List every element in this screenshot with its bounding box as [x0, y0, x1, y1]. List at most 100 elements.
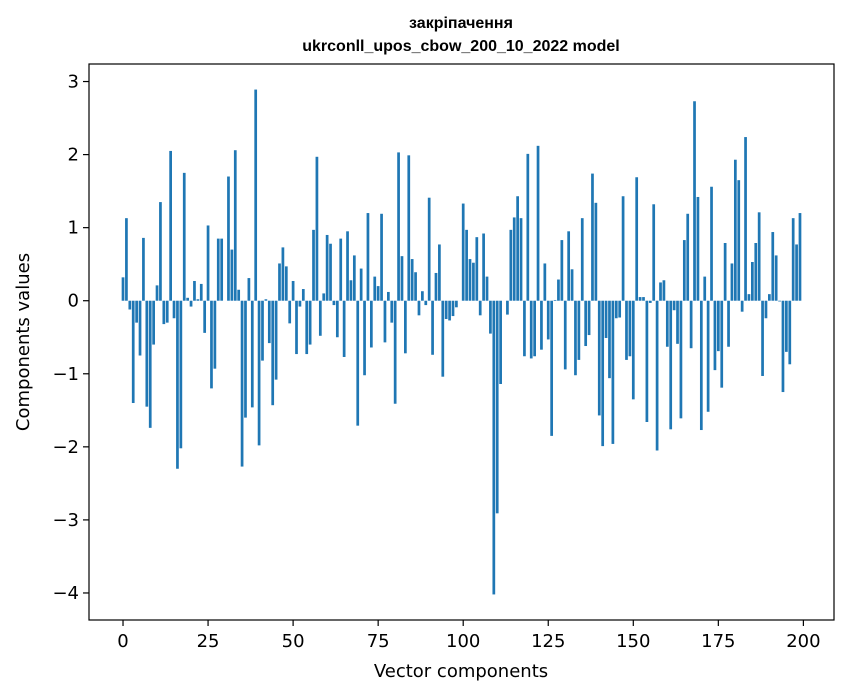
bar — [278, 263, 281, 301]
bar — [723, 243, 727, 301]
bar — [257, 300, 261, 446]
bar — [254, 89, 258, 301]
bar — [597, 300, 601, 416]
bar — [335, 300, 339, 338]
bar — [210, 300, 213, 389]
y-tick-label: −3 — [52, 510, 79, 531]
bar — [550, 300, 554, 436]
bar — [774, 255, 778, 301]
bar — [485, 276, 489, 301]
bar — [557, 279, 560, 301]
bar — [512, 217, 516, 301]
bar — [162, 300, 166, 325]
bar — [727, 300, 730, 347]
bar — [397, 152, 400, 301]
bar — [261, 300, 264, 361]
bar — [203, 300, 207, 333]
bar — [145, 300, 149, 407]
bar — [461, 203, 465, 301]
bar — [325, 234, 329, 301]
bar — [713, 300, 717, 371]
bar — [352, 255, 356, 301]
x-tick-label: 100 — [446, 631, 480, 652]
bar — [298, 300, 302, 307]
bar — [662, 280, 666, 301]
bar — [533, 300, 536, 357]
bar — [594, 202, 598, 301]
bar — [621, 196, 625, 301]
bar — [247, 278, 251, 301]
bar — [417, 300, 421, 316]
bar — [580, 218, 584, 301]
bar — [322, 293, 326, 301]
bar — [125, 218, 128, 301]
bar — [665, 300, 669, 347]
bar — [199, 283, 203, 301]
x-axis-label: Vector components — [374, 661, 548, 682]
bar — [281, 247, 285, 301]
bar — [189, 300, 193, 307]
bar — [587, 300, 591, 336]
bar — [744, 137, 747, 301]
bar — [363, 300, 366, 376]
bar — [165, 300, 169, 323]
bar — [730, 263, 734, 301]
y-tick-label: 2 — [68, 145, 79, 166]
bar — [540, 300, 543, 350]
bar — [492, 300, 496, 595]
bar — [383, 300, 387, 343]
bar — [179, 300, 183, 449]
bar — [356, 300, 360, 426]
y-axis-ticks: 3 2 1 0 −1 −2 −3 −4 — [52, 72, 89, 604]
bar — [155, 285, 159, 301]
bar — [652, 204, 656, 301]
y-tick-label: −2 — [52, 437, 79, 458]
bar — [295, 300, 298, 355]
bar — [369, 300, 373, 348]
bar — [329, 243, 332, 301]
bar — [318, 300, 322, 336]
bar — [543, 263, 547, 301]
x-tick-label: 150 — [616, 631, 650, 652]
bar — [172, 300, 176, 319]
bar — [220, 238, 224, 301]
bar — [482, 233, 485, 301]
bar — [798, 213, 802, 301]
bar — [404, 300, 407, 354]
bar — [768, 294, 771, 301]
bar — [434, 272, 438, 301]
x-tick-label: 50 — [282, 631, 305, 652]
bar — [659, 282, 662, 301]
bar — [138, 300, 142, 356]
bar — [686, 213, 690, 301]
bar — [424, 300, 428, 306]
bar — [135, 300, 138, 323]
x-tick-label: 75 — [367, 631, 390, 652]
bar — [781, 300, 785, 393]
bar — [570, 269, 574, 301]
bar — [427, 197, 431, 301]
bar — [346, 231, 349, 301]
bar — [274, 300, 278, 380]
bar — [737, 180, 741, 301]
bar — [380, 213, 383, 301]
bar — [373, 276, 377, 301]
bar — [230, 249, 234, 301]
bar — [400, 256, 404, 301]
bar — [523, 300, 526, 357]
bar — [267, 300, 271, 344]
bar — [519, 218, 523, 301]
bar — [244, 300, 247, 418]
bar — [159, 202, 162, 301]
bar — [611, 300, 615, 444]
bar — [791, 218, 795, 301]
bar — [291, 280, 295, 301]
bar — [733, 159, 737, 301]
bar — [315, 156, 319, 301]
bar — [785, 300, 788, 352]
bar — [754, 243, 758, 301]
bar — [689, 300, 693, 349]
bar — [567, 231, 571, 301]
chart-subtitle: ukrconll_upos_cbow_200_10_2022 model — [302, 38, 619, 55]
